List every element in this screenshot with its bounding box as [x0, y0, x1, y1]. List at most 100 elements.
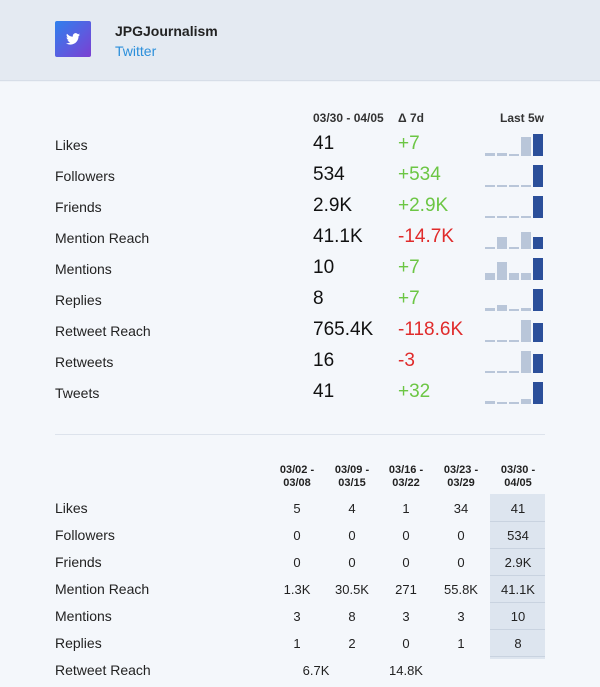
summary-row: Tweets 41 +32: [0, 378, 600, 409]
table-cell: 0: [293, 555, 301, 570]
table-cell: 8: [514, 636, 522, 651]
table-cell: 34: [453, 501, 469, 516]
table-cell: 3: [457, 609, 465, 624]
summary-row: Mentions 10 +7: [0, 254, 600, 285]
week-column-header: 03/30 -04/05: [494, 464, 542, 490]
table-cell: 55.8K: [444, 582, 478, 597]
metric-value: 10: [313, 257, 335, 278]
metric-value: 41: [313, 381, 335, 402]
sparkline-bar: [533, 323, 543, 342]
metric-label: Followers: [55, 527, 115, 543]
sparkline-bar: [509, 154, 519, 156]
metric-value: 16: [313, 350, 335, 371]
metric-delta: -14.7K: [398, 226, 454, 247]
table-cell: 41: [510, 501, 526, 516]
sparkline-bar: [533, 289, 543, 311]
table-row: Mentions 3 8 3 3 10: [0, 603, 600, 630]
sparkline-bar: [533, 237, 543, 249]
week-start: 03/09 -: [334, 464, 370, 476]
week-column-header: 03/23 -03/29: [437, 464, 485, 490]
sparkline: [485, 227, 545, 249]
metric-label: Retweet Reach: [55, 662, 151, 678]
sparkline-bar: [485, 308, 495, 311]
trend-header: Last 5w: [500, 111, 545, 125]
current-week-cell-border: [490, 495, 545, 522]
metric-label: Likes: [55, 500, 88, 516]
delta-header: Δ 7d: [398, 111, 424, 125]
metric-label: Friends: [55, 199, 102, 215]
current-week-cell-border: [490, 603, 545, 630]
table-cell: 0: [348, 528, 356, 543]
table-row: Friends 0 0 0 0 2.9K: [0, 549, 600, 576]
week-column-header: 03/09 -03/15: [328, 464, 376, 490]
sparkline-bar: [509, 402, 519, 404]
metric-value: 765.4K: [313, 319, 374, 340]
metric-delta: -3: [398, 350, 415, 371]
table-cell: 271: [395, 582, 417, 597]
summary-row: Friends 2.9K +2.9K: [0, 192, 600, 223]
table-cell: 41.1K: [501, 582, 535, 597]
summary-row: Replies 8 +7: [0, 285, 600, 316]
sparkline: [485, 382, 545, 404]
week-start: 03/16 -: [388, 464, 424, 476]
table-cell: 0: [402, 528, 410, 543]
sparkline-bar: [533, 134, 543, 156]
sparkline-bar: [521, 232, 531, 249]
week-column-header: 03/02 -03/08: [273, 464, 321, 490]
metric-label: Mention Reach: [55, 230, 150, 246]
sparkline: [485, 165, 545, 187]
metric-value: 41.1K: [313, 226, 363, 247]
table-row-partial: Retweet Reach 6.7K 14.8K: [0, 657, 600, 684]
metric-value: 8: [313, 288, 324, 309]
sparkline-bar: [533, 258, 543, 280]
account-avatar[interactable]: [55, 21, 91, 57]
metric-delta: +32: [398, 381, 431, 402]
metric-label: Replies: [55, 292, 102, 308]
summary-row: Followers 534 +534: [0, 161, 600, 192]
sparkline-bar: [521, 351, 531, 373]
week-end: 03/22: [392, 477, 420, 489]
table-cell: 2.9K: [504, 555, 532, 570]
week-end: 04/05: [504, 477, 532, 489]
period-header: 03/30 - 04/05: [313, 111, 384, 125]
sparkline-bar: [485, 401, 495, 404]
metric-label: Friends: [55, 554, 102, 570]
metric-label: Likes: [55, 137, 88, 153]
sparkline-bar: [521, 320, 531, 342]
sparkline-bar: [509, 216, 519, 218]
table-cell: 0: [348, 555, 356, 570]
metric-label: Mention Reach: [55, 581, 150, 597]
account-service-link[interactable]: Twitter: [115, 43, 157, 59]
sparkline-bar: [509, 340, 519, 342]
table-cell: 0: [293, 528, 301, 543]
sparkline-bar: [485, 273, 495, 280]
table-cell: 1: [402, 501, 410, 516]
sparkline-bar: [509, 309, 519, 311]
table-cell: 6.7K: [302, 663, 330, 678]
week-end: 03/15: [338, 477, 366, 489]
sparkline-bar: [509, 185, 519, 187]
metric-label: Tweets: [55, 385, 100, 401]
sparkline-bar: [497, 371, 507, 373]
metric-label: Replies: [55, 635, 102, 651]
metric-label: Mentions: [55, 261, 112, 277]
table-cell: 0: [457, 555, 465, 570]
account-name: JPGJournalism: [115, 23, 218, 39]
sparkline-bar: [485, 216, 495, 218]
table-cell: 2: [348, 636, 356, 651]
metric-label: Followers: [55, 168, 115, 184]
table-cell: 8: [348, 609, 356, 624]
stats-panel: 03/30 - 04/05 Δ 7d Last 5w Likes 41 +7 Foll…: [0, 82, 600, 687]
metric-label: Mentions: [55, 608, 112, 624]
metric-label: Retweets: [55, 354, 114, 370]
sparkline: [485, 351, 545, 373]
sparkline-bar: [497, 216, 507, 218]
week-start: 03/30 -: [500, 464, 536, 476]
table-row: Mention Reach 1.3K 30.5K 271 55.8K 41.1K: [0, 576, 600, 603]
sparkline-bar: [497, 340, 507, 342]
sparkline-bar: [485, 340, 495, 342]
sparkline: [485, 320, 545, 342]
table-cell: 14.8K: [389, 663, 423, 678]
table-cell: 1: [457, 636, 465, 651]
account-header: JPGJournalism Twitter: [0, 0, 600, 81]
